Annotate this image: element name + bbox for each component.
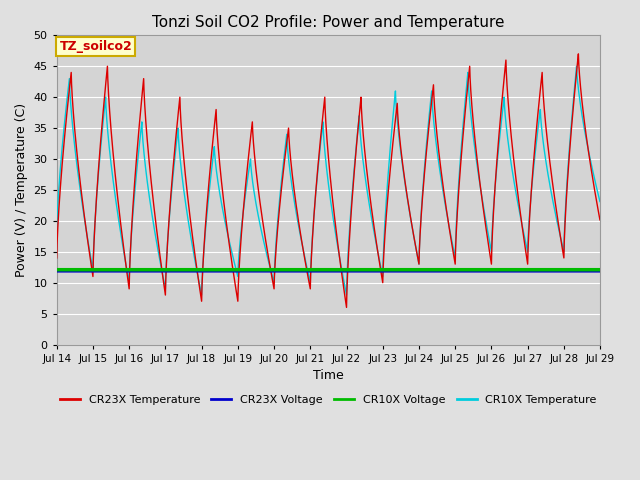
Legend: CR23X Temperature, CR23X Voltage, CR10X Voltage, CR10X Temperature: CR23X Temperature, CR23X Voltage, CR10X …: [56, 390, 602, 409]
X-axis label: Time: Time: [313, 369, 344, 382]
Title: Tonzi Soil CO2 Profile: Power and Temperature: Tonzi Soil CO2 Profile: Power and Temper…: [152, 15, 505, 30]
Y-axis label: Power (V) / Temperature (C): Power (V) / Temperature (C): [15, 103, 28, 277]
Text: TZ_soilco2: TZ_soilco2: [60, 40, 132, 53]
